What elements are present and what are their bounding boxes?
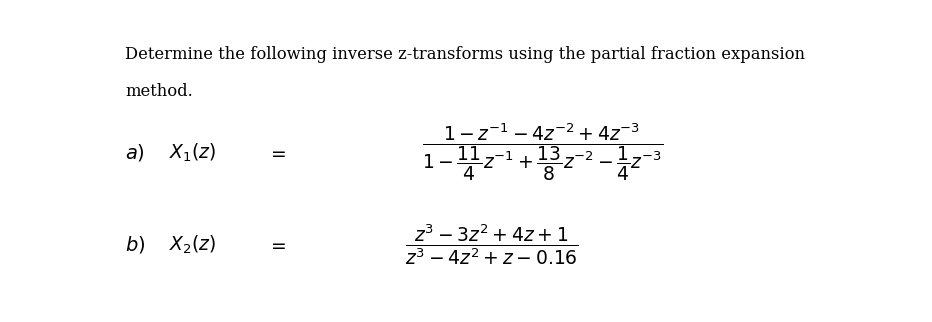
Text: $=$: $=$ [267, 235, 286, 254]
Text: $\dfrac{z^3 - 3z^2 + 4z + 1}{z^3 - 4z^2 + z - 0.16}$: $\dfrac{z^3 - 3z^2 + 4z + 1}{z^3 - 4z^2 … [405, 222, 579, 267]
Text: Determine the following inverse z-transforms using the partial fraction expansio: Determine the following inverse z-transf… [125, 46, 805, 63]
Text: method.: method. [125, 83, 193, 100]
Text: $=$: $=$ [267, 143, 286, 162]
Text: $\dfrac{1 - z^{-1} - 4z^{-2} + 4z^{-3}}{1 - \dfrac{11}{4}z^{-1} + \dfrac{13}{8}z: $\dfrac{1 - z^{-1} - 4z^{-2} + 4z^{-3}}{… [422, 122, 664, 183]
Text: $\mathit{b)}$: $\mathit{b)}$ [125, 234, 145, 255]
Text: $\mathit{a)}$: $\mathit{a)}$ [125, 142, 145, 163]
Text: $X_1(z)$: $X_1(z)$ [169, 142, 216, 164]
Text: $X_2(z)$: $X_2(z)$ [169, 233, 216, 256]
